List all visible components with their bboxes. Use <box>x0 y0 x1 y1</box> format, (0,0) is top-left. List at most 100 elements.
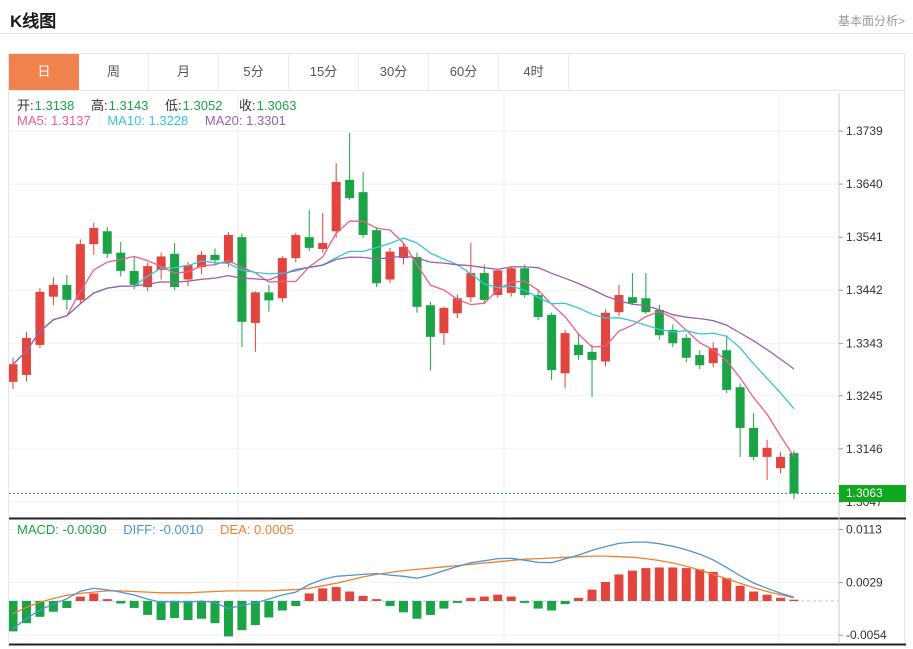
macd-bar <box>102 599 112 601</box>
macd-bar <box>385 601 395 607</box>
tab-week[interactable]: 周 <box>79 54 149 90</box>
candle-body <box>62 284 72 300</box>
macd-bar <box>547 601 557 611</box>
kline-macd-chart-canvas[interactable]: 1.3739 1.3640 1.3541 1.3442 1.3343 1.3245 1.31… <box>9 91 906 647</box>
macd-bar <box>654 567 664 601</box>
tab-15min[interactable]: 15分 <box>289 54 359 90</box>
tab-30min[interactable]: 30分 <box>359 54 429 90</box>
macd-bar <box>250 601 260 626</box>
macd-bar <box>35 601 45 617</box>
candle-body <box>35 291 45 345</box>
macd-bar <box>600 582 610 601</box>
candle-body <box>506 268 516 293</box>
price-tick-label: 1.3739 <box>846 124 883 138</box>
macd-bar <box>183 601 193 620</box>
low-label: 低: <box>165 98 182 113</box>
candle-body <box>304 237 314 248</box>
candle-body <box>291 235 301 259</box>
macd-bar <box>641 568 651 601</box>
macd-bar <box>776 597 786 601</box>
macd-tick-label: 0.0113 <box>846 522 882 536</box>
ma-legend: MA5: 1.3137 MA10: 1.3228 MA20: 1.3301 <box>17 113 299 128</box>
candle-body <box>385 251 395 280</box>
candle-body <box>399 246 408 259</box>
candle-body <box>237 237 247 322</box>
candle-body <box>264 292 274 301</box>
candle-body <box>533 295 543 318</box>
macd-bar <box>587 589 597 601</box>
macd-bar <box>520 601 530 603</box>
tab-4hour[interactable]: 4时 <box>499 54 569 90</box>
ma20-legend-value: MA20: 1.3301 <box>204 113 286 128</box>
macd-bar <box>156 601 166 620</box>
candle-body <box>102 231 112 254</box>
candle-body <box>372 230 382 284</box>
ma5-line <box>12 220 795 457</box>
open-label: 开: <box>17 98 34 113</box>
dea-legend-value: DEA: 0.0005 <box>220 522 294 537</box>
ma20-line <box>12 255 795 370</box>
fundamental-analysis-link[interactable]: 基本面分析> <box>837 14 905 28</box>
macd-bar <box>170 601 180 619</box>
tab-month[interactable]: 月 <box>149 54 219 90</box>
candle-body <box>170 253 180 288</box>
candle-body <box>695 355 705 366</box>
candle-body <box>89 228 99 245</box>
macd-bar <box>331 587 341 601</box>
candle-body <box>749 427 759 457</box>
macd-bar <box>708 571 718 601</box>
candle-body <box>331 181 341 232</box>
candle-body <box>681 337 691 358</box>
dea-line <box>12 555 795 615</box>
tab-5min[interactable]: 5分 <box>219 54 289 90</box>
macd-bar <box>560 601 570 605</box>
close-value: 1.3063 <box>256 98 297 113</box>
candle-body <box>627 297 637 304</box>
macd-bar <box>264 601 274 618</box>
candle-body <box>708 348 718 364</box>
candle-body <box>574 344 584 356</box>
macd-bar <box>210 601 220 624</box>
price-tick-label: 1.3640 <box>846 177 883 191</box>
candle-body <box>48 284 58 297</box>
tab-day[interactable]: 日 <box>9 54 79 90</box>
ma10-legend-value: MA10: 1.3228 <box>107 113 189 128</box>
header: K线图 基本面分析> <box>0 0 913 33</box>
macd-bar <box>533 601 543 609</box>
candle-body <box>452 298 462 314</box>
diff-legend-value: DIFF: -0.0010 <box>123 522 204 537</box>
macd-bar <box>452 601 462 603</box>
macd-bar <box>143 601 153 615</box>
candle-body <box>789 453 799 494</box>
candle-body <box>654 310 664 336</box>
macd-bar <box>493 594 503 601</box>
candle-body <box>587 351 597 360</box>
bottom-border <box>9 643 906 646</box>
macd-bar <box>237 601 247 631</box>
macd-bar <box>466 597 476 601</box>
macd-bar <box>425 601 435 615</box>
period-tabbar: 日 周 月 5分 15分 30分 60分 4时 <box>8 53 905 91</box>
macd-bar <box>506 596 516 601</box>
macd-tick-label: -0.0054 <box>846 628 887 642</box>
macd-bar <box>21 601 31 624</box>
candle-body <box>345 179 355 199</box>
candle-body <box>614 295 624 313</box>
macd-bar <box>277 601 287 611</box>
candle-body <box>668 329 678 344</box>
candle-body <box>412 256 422 307</box>
candle-body <box>358 192 368 236</box>
macd-bar <box>345 591 355 601</box>
macd-bar <box>695 569 705 601</box>
page-title: K线图 <box>10 12 57 31</box>
macd-bar <box>789 599 799 601</box>
ohlc-legend: 开:1.3138 高:1.3143 低:1.3052 收:1.3063 <box>17 95 309 114</box>
macd-bar <box>89 593 99 601</box>
candle-body <box>600 312 610 362</box>
macd-bar <box>318 588 328 601</box>
macd-tick-label: 0.0029 <box>846 576 883 590</box>
tab-60min[interactable]: 60分 <box>429 54 499 90</box>
candle-body <box>479 273 489 300</box>
candle-body <box>493 270 503 296</box>
